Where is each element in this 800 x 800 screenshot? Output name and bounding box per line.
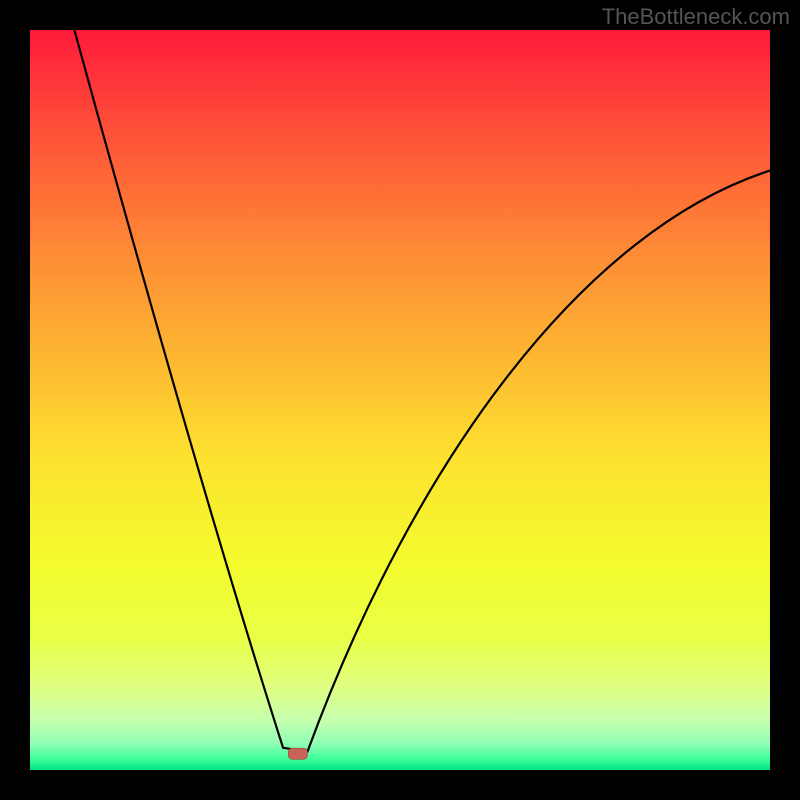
plot-background [30,30,770,770]
bottleneck-chart [0,0,800,800]
watermark-text: TheBottleneck.com [602,4,790,30]
minimum-marker [288,748,307,759]
chart-container: TheBottleneck.com [0,0,800,800]
